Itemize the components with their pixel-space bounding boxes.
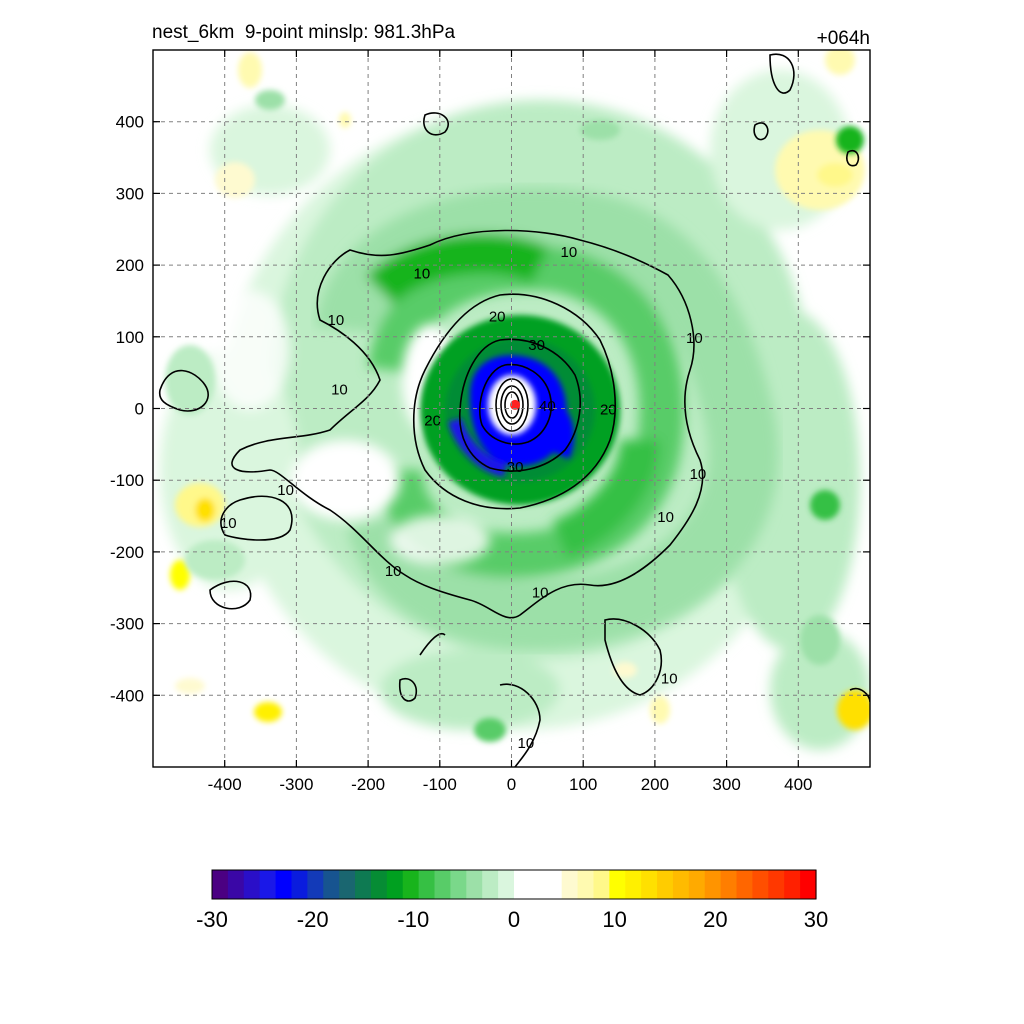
contour-label: 10: [532, 584, 549, 601]
y-axis: 400 300 200 100 0 -100 -200 -300 -400: [110, 113, 870, 705]
y-tick-label: -400: [110, 686, 144, 705]
contour-label: 30: [528, 337, 545, 354]
contour-label: 10: [561, 244, 578, 261]
contour-labels: 10 10 10 10 10 10 10 10 10 10 10 10 10 20 20 20 30 30 40: [220, 244, 707, 752]
colorbar-swatch: [625, 870, 642, 899]
colorbar-swatch: [275, 870, 293, 899]
contour-label: 20: [489, 308, 506, 325]
x-tick-label: -100: [423, 775, 457, 794]
colorbar-swatch: [768, 870, 785, 899]
forecast-hour-label: +064h: [816, 28, 870, 49]
x-tick-label: 300: [712, 775, 740, 794]
colorbar-swatch: [291, 870, 308, 899]
contour-label: 10: [690, 466, 707, 483]
colorbar-swatch: [688, 870, 706, 899]
contour-label: 20: [600, 402, 617, 419]
contour-label: 10: [277, 482, 294, 499]
colorbar-swatch: [450, 870, 467, 899]
colorbar-swatch: [641, 870, 658, 899]
colorbar-swatch: [227, 870, 245, 899]
contour-label: 40: [539, 398, 556, 415]
colorbar-swatch: [259, 870, 277, 899]
colorbar-tick-label: -30: [196, 907, 228, 932]
colorbar-swatch: [355, 870, 372, 899]
shaded-field: 10 10 10 10 10 10 10 10 10 10 10 10 10 20 20 20 30 30 40: [158, 50, 870, 767]
x-tick-label: -300: [279, 775, 313, 794]
x-tick-label: -400: [208, 775, 242, 794]
y-tick-label: 400: [116, 113, 144, 132]
colorbar-tick-label: 30: [804, 907, 828, 932]
colorbar-swatch: [307, 870, 324, 899]
colorbar-tick-label: -10: [397, 907, 429, 932]
colorbar-swatch: [482, 870, 499, 899]
colorbar-swatch: [529, 870, 547, 899]
x-tick-label: 100: [569, 775, 597, 794]
contour-label: 20: [424, 412, 441, 429]
colorbar: [211, 869, 817, 900]
colorbar-swatch: [212, 870, 229, 899]
colorbar-tick-label: -20: [297, 907, 329, 932]
colorbar-swatch: [561, 870, 579, 899]
colorbar-tick-label: 20: [703, 907, 727, 932]
colorbar-swatch: [243, 870, 261, 899]
colorbar-swatch: [514, 870, 531, 899]
contour-label: 10: [414, 265, 431, 282]
chart-title: nest_6km 9-point minslp: 981.3hPa: [152, 22, 456, 43]
contour-label: 10: [517, 735, 534, 752]
y-tick-label: -100: [110, 471, 144, 490]
contour-label: 10: [686, 330, 703, 347]
x-tick-label: 400: [784, 775, 812, 794]
contour-label: 30: [507, 459, 524, 476]
colorbar-swatch: [784, 870, 801, 899]
colorbar-swatch: [402, 870, 420, 899]
colorbar-swatch: [752, 870, 769, 899]
colorbar-swatch: [577, 870, 595, 899]
colorbar-tick-labels: -30 -20 -10 0 10 20 30: [196, 907, 828, 932]
colorbar-tick-label: 0: [508, 907, 520, 932]
colorbar-swatch: [466, 870, 483, 899]
x-tick-label: 0: [507, 775, 516, 794]
colorbar-swatch: [323, 870, 340, 899]
colorbar-swatch: [593, 870, 610, 899]
y-tick-label: 0: [135, 400, 144, 419]
x-tick-label: -200: [351, 775, 385, 794]
colorbar-swatch: [720, 870, 738, 899]
colorbar-swatch: [657, 870, 674, 899]
colorbar-swatch: [704, 870, 722, 899]
colorbar-swatch: [545, 870, 563, 899]
contour-label: 10: [657, 509, 674, 526]
y-tick-label: 300: [116, 184, 144, 203]
x-tick-label: 200: [641, 775, 669, 794]
contour-lines: [158, 53, 870, 767]
contour-label: 10: [327, 312, 344, 329]
y-tick-label: -200: [110, 543, 144, 562]
colorbar-swatch: [498, 870, 515, 899]
contour-label: 10: [220, 515, 237, 532]
contour-label: 10: [661, 670, 678, 687]
colorbar-frame: [211, 869, 817, 900]
colorbar-swatch: [736, 870, 754, 899]
colorbar-swatch: [386, 870, 404, 899]
colorbar-swatch: [418, 870, 436, 899]
contour-label: 10: [331, 381, 348, 398]
colorbar-swatch: [370, 870, 388, 899]
x-axis: -400 -300 -200 -100 0 100 200 300 400: [208, 50, 812, 794]
y-tick-label: 200: [116, 256, 144, 275]
colorbar-tick-label: 10: [602, 907, 626, 932]
y-tick-label: -300: [110, 615, 144, 634]
colorbar-swatch: [609, 870, 626, 899]
colorbar-swatch: [800, 870, 817, 899]
y-tick-label: 100: [116, 328, 144, 347]
colorbar-swatch: [434, 870, 452, 899]
colorbar-swatch: [339, 870, 356, 899]
contour-label: 10: [385, 563, 402, 580]
storm-center-marker: [510, 399, 521, 410]
colorbar-swatch: [672, 870, 690, 899]
